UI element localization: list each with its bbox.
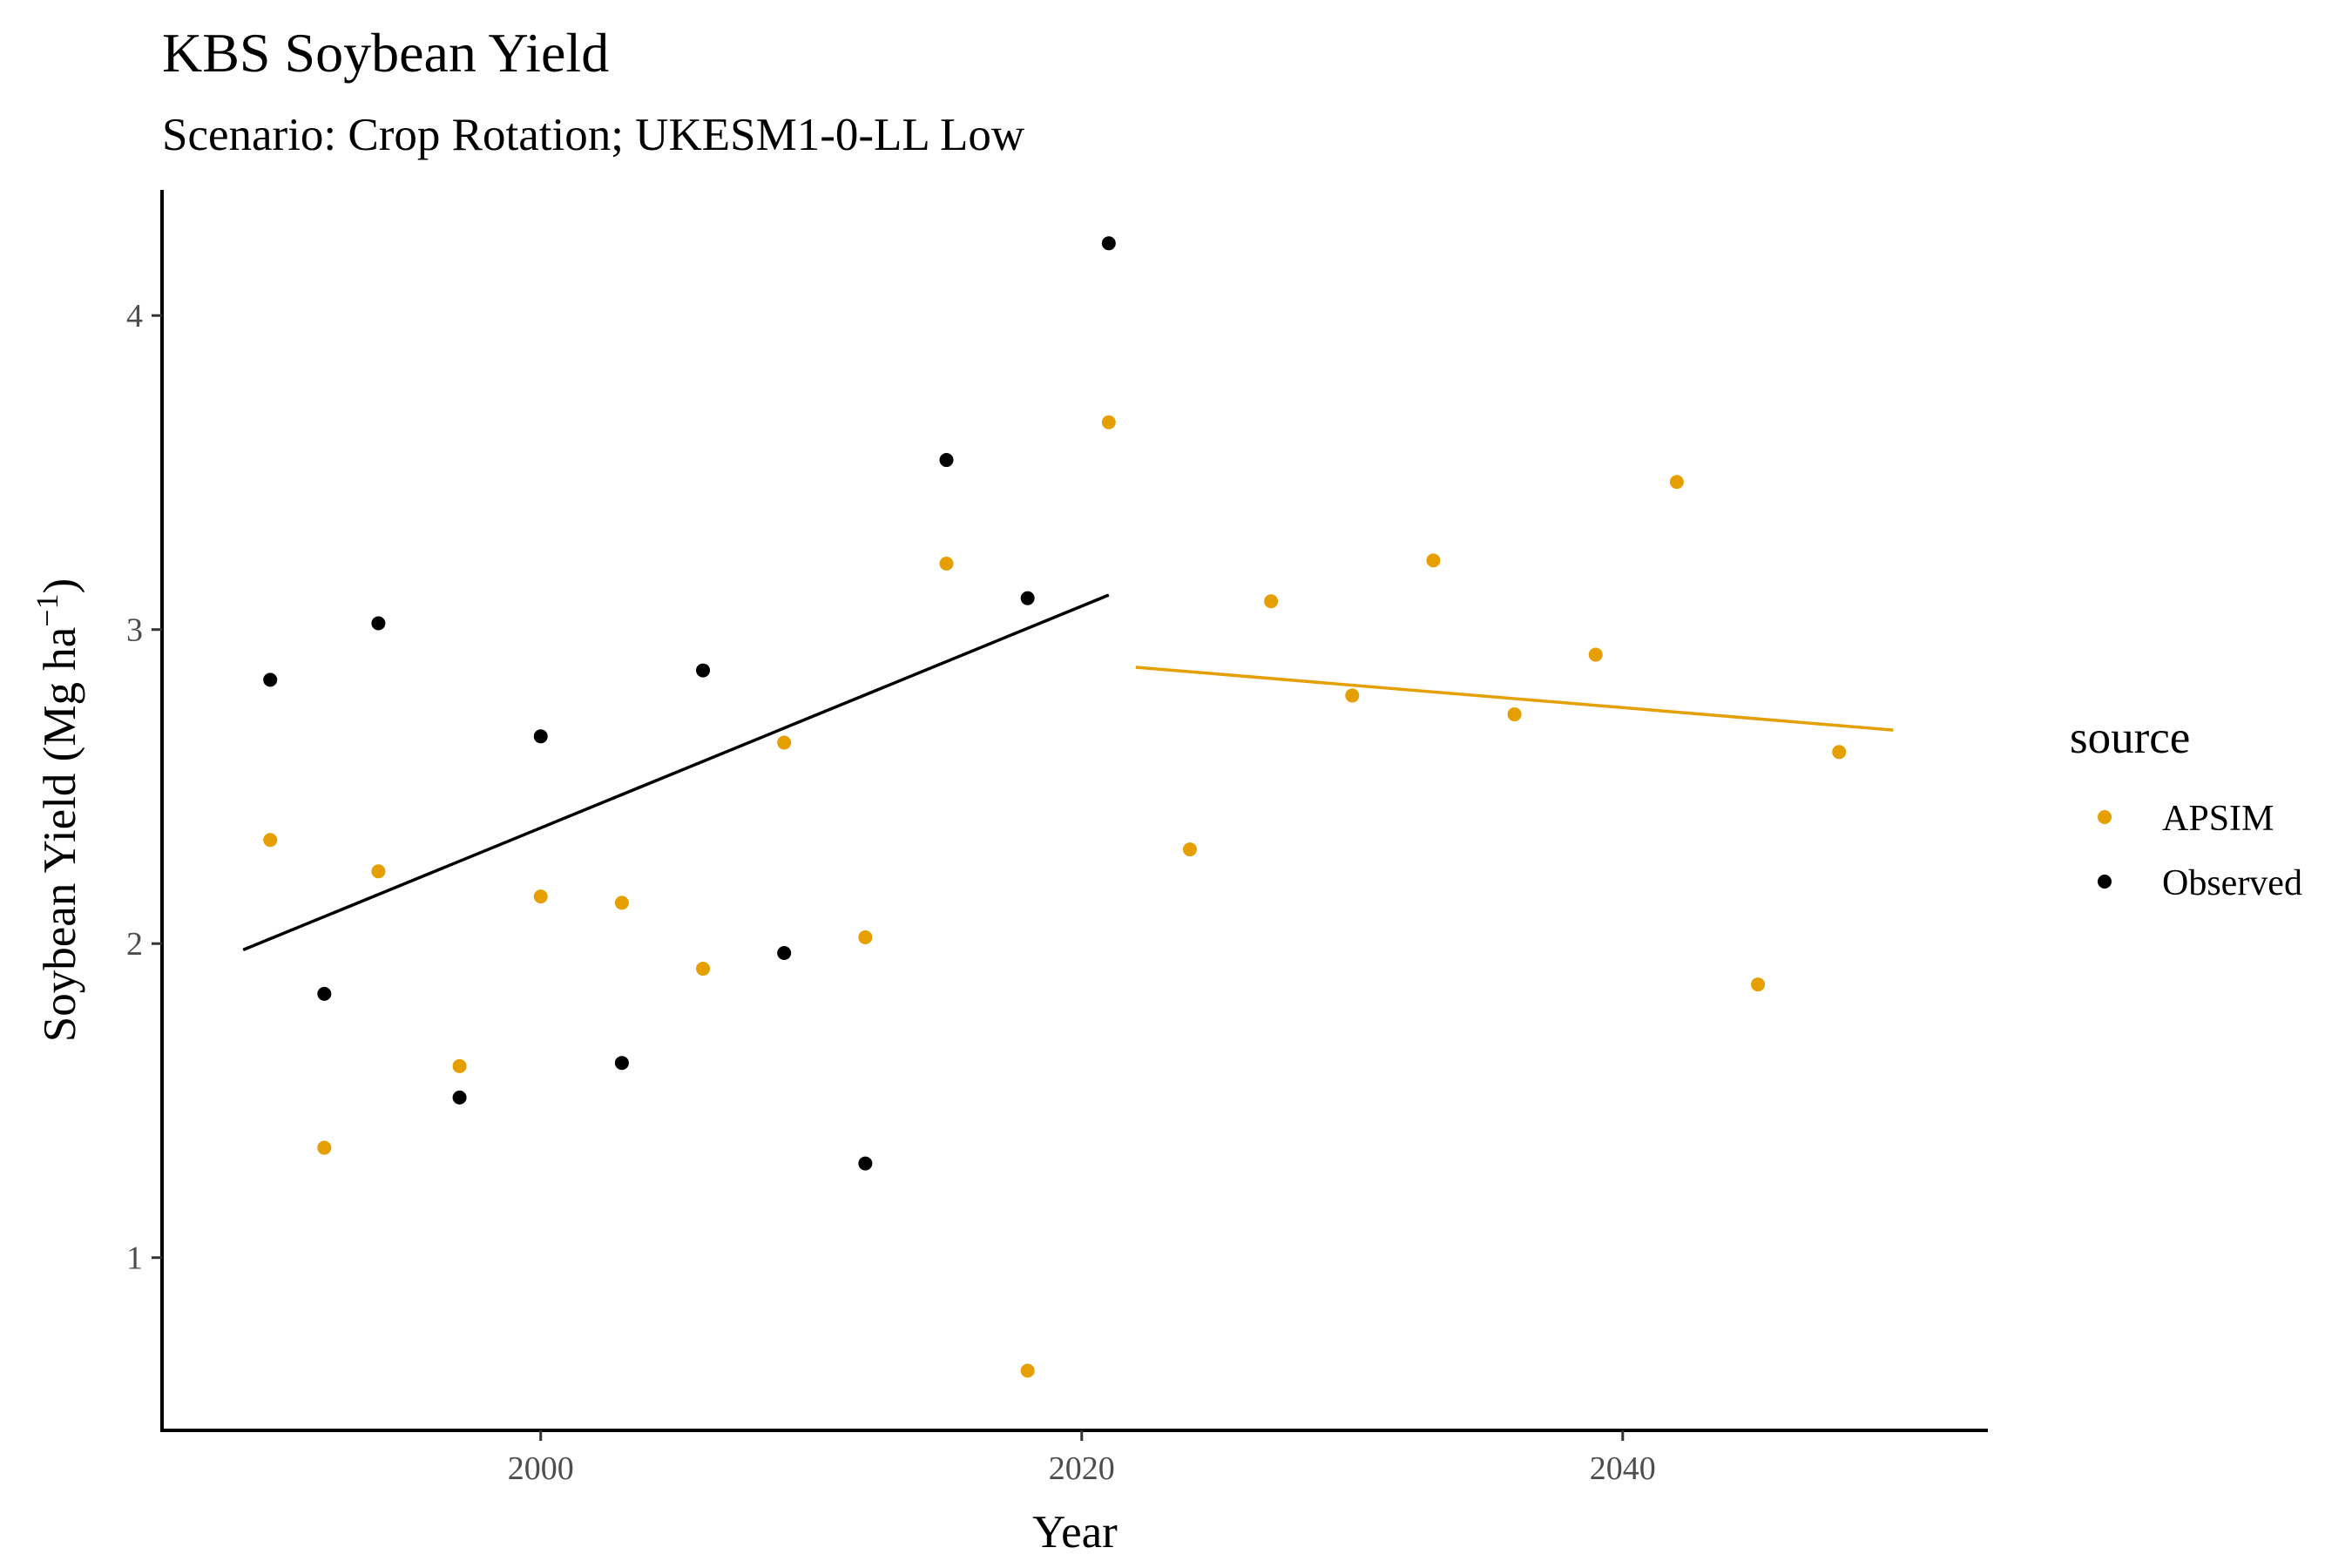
point-apsim [533, 889, 548, 904]
point-observed [696, 663, 711, 678]
point-observed [1101, 236, 1116, 251]
y-axis-title-main: Soybean Yield (Mg ha [35, 627, 85, 1042]
point-apsim [1832, 745, 1847, 760]
point-apsim [1426, 553, 1441, 568]
legend-key-observed [2098, 875, 2112, 889]
point-apsim [1182, 842, 1197, 857]
y-axis-title-close: ) [35, 578, 85, 594]
point-apsim [777, 735, 792, 750]
point-observed [263, 672, 278, 687]
x-axis-ticks: 2000 2020 2040 [508, 1430, 1656, 1487]
chart-title: KBS Soybean Yield [162, 22, 609, 84]
point-apsim [939, 557, 954, 571]
legend-title: source [2070, 713, 2190, 763]
legend: source APSIM Observed [2070, 713, 2302, 903]
point-observed [777, 946, 792, 961]
y-axis-title-superscript: −1 [30, 593, 64, 626]
chart-subtitle: Scenario: Crop Rotation; UKESM1-0-LL Low [162, 110, 1025, 160]
trend-line-apsim [1135, 666, 1894, 732]
y-axis-ticks: 1 2 3 4 [126, 298, 162, 1277]
legend-label-observed: Observed [2162, 863, 2302, 903]
point-apsim [696, 962, 711, 977]
point-apsim [1751, 977, 1766, 992]
y-tick-label: 2 [126, 926, 143, 963]
y-tick-label: 3 [126, 612, 143, 649]
point-apsim [614, 896, 629, 910]
point-apsim [1507, 707, 1522, 722]
point-observed [317, 986, 332, 1001]
point-apsim [858, 930, 873, 945]
legend-key-apsim [2098, 810, 2112, 824]
plot-area [242, 236, 1894, 1378]
point-observed [614, 1056, 629, 1071]
legend-label-apsim: APSIM [2162, 799, 2274, 839]
point-observed [858, 1156, 873, 1171]
x-tick-label: 2000 [508, 1450, 574, 1487]
point-observed [452, 1090, 467, 1105]
point-apsim [1669, 475, 1684, 490]
point-observed [371, 616, 386, 631]
x-tick-label: 2020 [1049, 1450, 1115, 1487]
point-observed [1020, 591, 1035, 605]
point-observed [939, 453, 954, 468]
point-apsim [452, 1058, 467, 1073]
point-apsim [317, 1140, 332, 1155]
x-tick-label: 2040 [1590, 1450, 1656, 1487]
trend-lines [242, 593, 1894, 952]
point-apsim [1101, 415, 1116, 429]
point-apsim [1345, 688, 1360, 703]
y-tick-label: 4 [126, 298, 143, 335]
y-tick-label: 1 [126, 1240, 143, 1277]
point-observed [533, 729, 548, 744]
point-apsim [1588, 647, 1603, 662]
data-points [263, 236, 1847, 1378]
point-apsim [1020, 1363, 1035, 1378]
point-apsim [263, 833, 278, 848]
point-apsim [1264, 594, 1279, 609]
trend-line-observed [242, 593, 1110, 952]
point-apsim [371, 864, 386, 879]
x-axis-title: Year [1032, 1507, 1118, 1558]
y-axis-title: Soybean Yield (Mg ha−1) [30, 578, 85, 1042]
